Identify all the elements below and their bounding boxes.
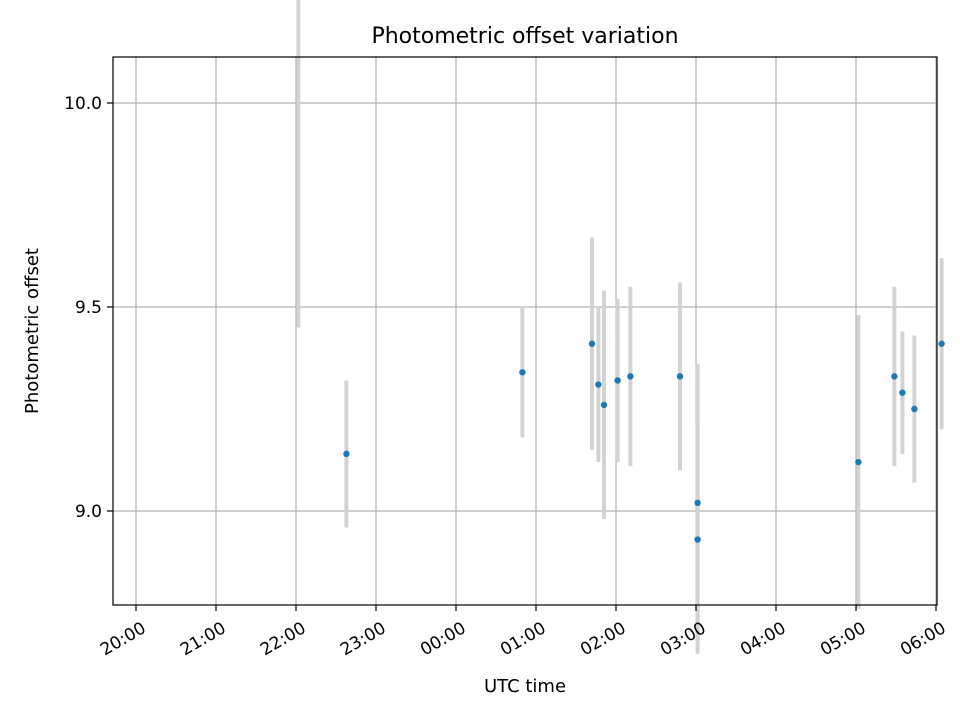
data-point (614, 377, 621, 384)
x-tick-label: 21:00 (177, 618, 229, 660)
data-point (891, 373, 898, 380)
x-tick-label: 04:00 (737, 618, 789, 660)
data-point (694, 499, 701, 507)
data-point (595, 381, 602, 388)
x-tick-label: 20:00 (97, 618, 149, 660)
axes-layer (112, 56, 938, 606)
data-point (694, 536, 701, 543)
data-point (676, 373, 684, 380)
y-axis-label: Photometric offset (22, 248, 43, 414)
data-point (343, 450, 350, 458)
data-point (588, 340, 596, 347)
y-tick-label: 10.0 (64, 94, 102, 114)
data-point (899, 389, 906, 396)
data-point (855, 458, 862, 466)
data-point (938, 340, 945, 347)
point-layer (343, 340, 945, 543)
x-tick-label: 02:00 (577, 618, 629, 660)
x-tick-label: 03:00 (657, 618, 709, 660)
grid-layer (113, 57, 937, 605)
x-tick-label: 01:00 (497, 618, 549, 660)
x-tick-label: 05:00 (817, 618, 869, 660)
data-point (627, 373, 634, 380)
x-axis-label: UTC time (484, 676, 566, 697)
x-tick-label: 22:00 (257, 618, 309, 660)
y-tick-label: 9.0 (75, 502, 102, 522)
x-tick-label: 23:00 (337, 618, 389, 660)
tick-layer: 20:00 21:00 22:00 23:00 00:00 01:00 02:00 03:00… (64, 94, 949, 660)
data-point (911, 405, 918, 413)
x-tick-label: 06:00 (897, 618, 949, 660)
errorbar-layer (296, 0, 944, 654)
chart-title: Photometric offset variation (371, 24, 678, 49)
plot-frame (112, 56, 938, 606)
data-point (519, 369, 526, 376)
data-point (600, 401, 608, 409)
y-tick-label: 9.5 (75, 298, 102, 318)
x-tick-label: 00:00 (417, 618, 469, 660)
